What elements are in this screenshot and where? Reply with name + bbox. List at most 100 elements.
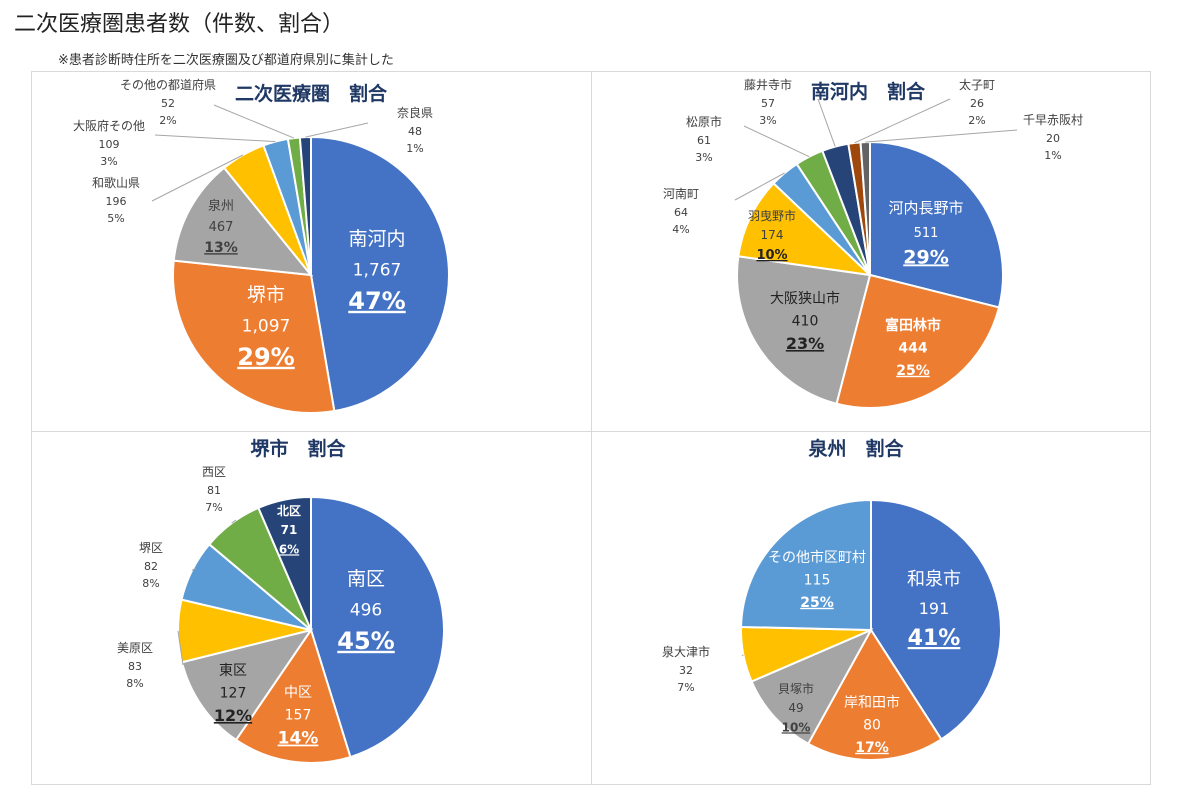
grid-divider-vertical [591, 72, 592, 784]
slice-label: 河内長野市 [888, 199, 963, 217]
slice-value: 48 [408, 125, 422, 138]
slice-percent: 6% [279, 542, 299, 556]
slice-value: 1,097 [242, 316, 291, 336]
slice-percent: 47% [348, 287, 405, 315]
slice-label: 和歌山県 [92, 175, 140, 190]
leader-line [191, 567, 197, 571]
pie-chart-title: 二次医療圏 割合 [235, 82, 388, 105]
slice-value: 157 [285, 707, 312, 723]
slice-label: 藤井寺市 [744, 77, 792, 92]
slice-label: 東区 [219, 663, 247, 679]
slice-percent: 45% [337, 627, 394, 655]
slice-label: その他市区町村 [768, 549, 866, 566]
slice-value: 52 [161, 97, 175, 110]
slice-label: 南区 [347, 568, 385, 590]
slice-percent: 10% [782, 720, 811, 734]
slice-percent: 7% [205, 501, 222, 514]
slice-percent: 5% [107, 212, 124, 225]
slice-percent: 12% [214, 706, 252, 725]
slice-percent: 7% [677, 681, 694, 694]
pie-slice [806, 628, 943, 761]
slice-percent: 1% [406, 142, 423, 155]
slice-percent: 2% [159, 114, 176, 127]
slice-percent: 3% [695, 151, 712, 164]
slice-value: 26 [970, 97, 984, 110]
leader-line [734, 172, 785, 201]
slice-label: 河南町 [663, 186, 699, 201]
slice-percent: 29% [903, 246, 948, 268]
slice-value: 61 [697, 134, 711, 147]
pie-slice [869, 140, 1004, 309]
slice-label: 泉大津市 [662, 644, 710, 659]
slice-value: 83 [128, 660, 142, 673]
slice-label: 北区 [277, 503, 301, 518]
slice-label: 富田林市 [885, 317, 941, 334]
slice-percent: 13% [204, 240, 238, 256]
pie-chart-title: 堺市 割合 [250, 437, 346, 460]
slice-label: 堺市 [247, 284, 285, 306]
slice-label: 中区 [284, 685, 312, 701]
page-note: ※患者診断時住所を二次医療圏及び都道府県別に集計した [58, 53, 394, 68]
pie-slice [310, 135, 450, 413]
slice-value: 81 [207, 484, 221, 497]
slice-label: 奈良県 [397, 105, 433, 120]
slice-value: 467 [209, 220, 234, 235]
leader-line [854, 98, 951, 144]
slice-percent: 3% [100, 155, 117, 168]
slice-label: 大阪府その他 [73, 118, 145, 133]
leader-line [151, 154, 244, 202]
slice-value: 127 [220, 685, 247, 701]
leader-line [817, 98, 836, 147]
slice-percent: 2% [968, 114, 985, 127]
slice-label: 太子町 [959, 77, 995, 92]
leader-line [305, 122, 369, 138]
slice-value: 71 [281, 523, 298, 537]
pie-slice [750, 627, 874, 746]
slice-percent: 41% [908, 626, 961, 651]
pie-slice [835, 273, 1001, 409]
pie-slice [257, 495, 312, 631]
slice-label: 大阪狭山市 [770, 290, 840, 307]
slice-percent: 29% [237, 343, 294, 371]
page-title: 二次医療圏患者数（件数、割合） [14, 12, 345, 37]
slice-label: 美原区 [117, 641, 153, 655]
slice-percent: 25% [896, 363, 930, 379]
grid-divider-horizontal [32, 431, 1150, 432]
slice-value: 115 [804, 572, 831, 588]
slice-label: 岸和田市 [844, 694, 900, 711]
leader-line [177, 630, 184, 666]
pie-slice [737, 181, 873, 277]
pie-slice [172, 259, 336, 414]
slice-value: 511 [914, 226, 939, 241]
slice-percent: 8% [126, 677, 143, 690]
pie-slice [180, 628, 314, 742]
slice-percent: 10% [756, 248, 787, 263]
slice-value: 410 [792, 313, 819, 329]
pie-chart-title: 泉州 割合 [807, 437, 904, 460]
pie-slice [740, 498, 872, 632]
leader-line [743, 125, 810, 158]
slice-label: 羽曳野市 [748, 208, 796, 223]
slice-percent: 17% [855, 740, 889, 756]
slice-label: 西区 [202, 465, 226, 479]
slice-label: 松原市 [686, 114, 722, 129]
leader-line [231, 519, 237, 524]
pie-slice [736, 255, 872, 405]
slice-value: 1,767 [353, 260, 402, 280]
slice-value: 444 [898, 340, 927, 356]
slice-value: 57 [761, 97, 775, 110]
pie-slice [310, 495, 445, 759]
slice-label: その他の都道府県 [120, 77, 216, 92]
slice-value: 82 [144, 560, 158, 573]
slice-value: 109 [99, 138, 120, 151]
pie-slice [234, 627, 352, 764]
leader-line [741, 654, 744, 657]
leader-line [865, 129, 1018, 143]
slice-label: 南河内 [348, 228, 405, 250]
slice-value: 64 [674, 206, 688, 219]
